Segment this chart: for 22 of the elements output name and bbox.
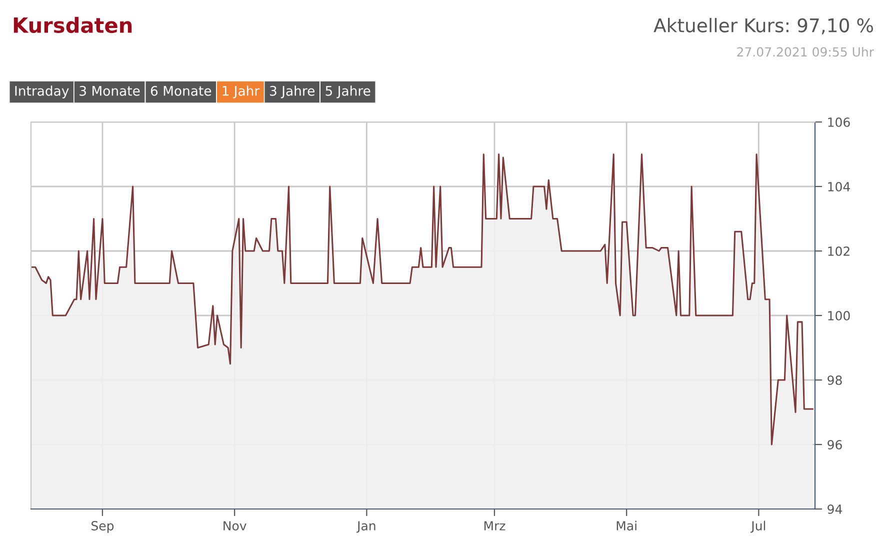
y-tick-label: 98 xyxy=(828,375,842,385)
text: 3 Monate xyxy=(80,86,140,96)
y-tick-label: 100 xyxy=(828,310,850,320)
x-tick-label: Mai xyxy=(616,520,636,530)
text: Intraday xyxy=(15,86,69,98)
y-tick-label: 94 xyxy=(828,504,842,514)
text: Aktueller Kurs: 97,10 % xyxy=(654,18,873,34)
y-tick-label: 106 xyxy=(828,117,850,127)
x-tick-label: Mrz xyxy=(484,521,506,530)
y-tick-label: 102 xyxy=(828,246,850,256)
text: 3 Jahre xyxy=(270,86,314,98)
text: 27.07.2021 09:55 Uhr xyxy=(737,46,874,57)
text: 5 Jahre xyxy=(326,86,370,98)
x-tick-label: Jul xyxy=(750,520,766,533)
y-tick-label: 104 xyxy=(828,182,850,192)
chart-title: Kursdaten xyxy=(14,16,132,34)
x-tick-label: Sep xyxy=(92,521,114,533)
x-tick-label: Nov xyxy=(224,521,246,530)
y-tick-label: 96 xyxy=(828,440,842,450)
x-tick-label: Jan xyxy=(356,521,376,533)
text: 6 Monate xyxy=(150,86,212,96)
text: 1 Jahr xyxy=(222,86,260,98)
